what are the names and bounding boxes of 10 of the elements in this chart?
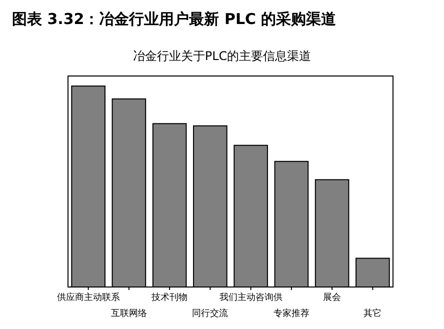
x-tick-label: 同行交流 — [192, 308, 228, 319]
x-tick-label: 供应商主动联系 — [56, 292, 120, 303]
x-tick-label: 其它 — [364, 308, 382, 319]
x-tick-label: 互联网络 — [110, 308, 147, 319]
x-tick-label: 技术刊物 — [150, 292, 188, 303]
chart-subtitle: 冶金行业关于PLC的主要信息渠道 — [132, 49, 312, 63]
x-tick-label: 展会 — [323, 292, 342, 303]
chart-title: 图表 3.32：冶金行业用户最新 PLC 的采购渠道 — [12, 10, 338, 28]
x-tick-label: 专家推荐 — [273, 308, 310, 319]
x-tick-label: 我们主动咨询供 — [219, 292, 282, 303]
